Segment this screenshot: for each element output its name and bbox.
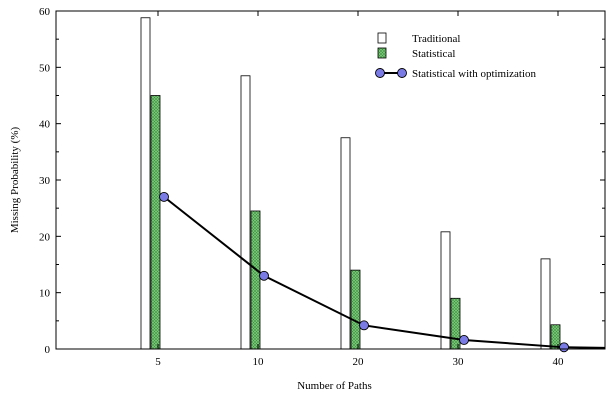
legend-swatch-traditional	[377, 32, 387, 44]
point-optimization	[159, 191, 169, 202]
x-tick-label: 10	[253, 356, 265, 368]
x-tick-label: 40	[553, 356, 565, 368]
bar-statistical	[450, 297, 461, 350]
point-optimization	[459, 335, 469, 345]
x-axis-label: Number of Paths	[297, 380, 372, 392]
bar-traditional	[540, 258, 551, 350]
point-optimization	[559, 342, 569, 353]
y-tick-label: 60	[39, 6, 51, 18]
bar-traditional	[240, 75, 251, 350]
legend: Traditional Statistical Statistical with o…	[375, 32, 537, 80]
bar-traditional	[140, 17, 151, 350]
y-tick-label: 30	[39, 175, 51, 187]
bar-statistical	[550, 324, 561, 350]
legend-label-optimization: Statistical with optimization	[412, 68, 537, 80]
point-optimization	[259, 270, 269, 281]
bar-traditional	[440, 231, 451, 350]
y-tick-label: 10	[39, 288, 51, 300]
x-tick-label: 30	[453, 356, 465, 368]
legend-label-statistical: Statistical	[412, 48, 455, 60]
y-axis-label: Missing Probability (%)	[9, 127, 21, 234]
y-tick-label: 40	[39, 119, 51, 131]
bar-statistical	[150, 95, 161, 350]
x-tick-label: 20	[353, 356, 365, 368]
axes-group: 0 10 20 30 40 50 60 5 10 20 30 40	[39, 6, 606, 368]
bars-group	[140, 17, 561, 350]
y-tick-label: 0	[45, 344, 51, 356]
legend-marker-optimization	[375, 68, 385, 78]
legend-label-traditional: Traditional	[412, 33, 461, 45]
y-tick-label: 20	[39, 231, 51, 243]
bar-statistical	[350, 269, 361, 350]
x-tick-label: 5	[155, 356, 161, 368]
series-line-optimization	[163, 196, 606, 349]
line-group	[159, 191, 606, 353]
legend-swatch-statistical	[377, 47, 387, 59]
legend-marker-optimization	[397, 68, 407, 78]
plot-frame	[55, 10, 606, 350]
bar-statistical	[250, 210, 261, 350]
y-tick-label: 50	[39, 62, 51, 74]
point-optimization	[359, 320, 369, 331]
